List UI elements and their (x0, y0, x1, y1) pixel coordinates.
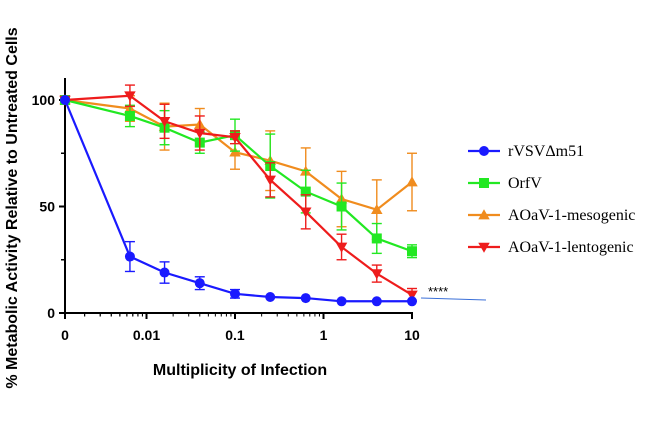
data-point (124, 251, 135, 262)
legend-marker (478, 242, 490, 253)
data-point (159, 267, 170, 278)
x-tick-label: 1 (320, 327, 328, 343)
legend-marker (479, 178, 489, 188)
y-axis-label: % Metabolic Activity Relative to Untreat… (4, 27, 21, 388)
series-line (64, 94, 413, 296)
data-point (194, 128, 206, 139)
x-tick-label: 10 (404, 327, 420, 343)
x-tick-label: 0.1 (225, 327, 245, 343)
data-point (406, 176, 418, 187)
legend-item: OrfV (468, 175, 542, 192)
y-tick-label: 0 (47, 305, 55, 321)
axes: 0 50 100 0 0.01 0.1 1 10 (32, 78, 420, 343)
series-line (63, 99, 412, 303)
data-point (300, 293, 311, 304)
legend-marker (479, 146, 489, 156)
data-point (407, 246, 417, 257)
annotation-line (420, 297, 487, 301)
y-tick-label: 50 (39, 199, 55, 215)
legend-label: rVSVΔm51 (508, 143, 584, 160)
series-layer (59, 84, 418, 307)
data-point (229, 288, 240, 299)
data-point (264, 175, 276, 186)
data-point (124, 110, 135, 121)
series-1 (60, 95, 417, 259)
data-point (158, 116, 171, 128)
data-point (371, 296, 382, 307)
data-point (406, 290, 418, 301)
legend-item: AOaV-1-mesogenic (468, 207, 635, 224)
series-line (64, 98, 413, 253)
data-point (229, 132, 241, 144)
data-point (265, 292, 276, 303)
data-point (124, 91, 136, 102)
legend: rVSVΔm51 OrfV AOaV-1-mesogenic AOaV-1-lento… (468, 143, 635, 256)
series-3 (59, 84, 418, 302)
data-point (371, 269, 383, 280)
data-point (194, 278, 205, 289)
data-point (335, 242, 348, 253)
legend-item: AOaV-1-lentogenic (468, 239, 634, 256)
data-point (336, 201, 347, 212)
data-point (407, 296, 417, 307)
data-point (336, 296, 347, 307)
x-tick-label: 0.01 (133, 327, 160, 343)
data-point (60, 95, 70, 105)
data-point (371, 233, 382, 244)
legend-item: rVSVΔm51 (468, 143, 584, 160)
legend-marker (478, 209, 490, 220)
series-0 (60, 95, 417, 307)
significance-annotation: **** (428, 284, 448, 299)
legend-label: OrfV (508, 175, 542, 192)
x-axis-label: Multiplicity of Infection (153, 362, 327, 379)
legend-label: AOaV-1-lentogenic (508, 239, 634, 256)
series-line (64, 98, 413, 211)
y-tick-label: 100 (32, 92, 56, 108)
x-tick-label: 0 (61, 327, 69, 343)
data-point (371, 203, 383, 215)
data-point (299, 207, 312, 218)
data-point (300, 186, 311, 197)
legend-label: AOaV-1-mesogenic (508, 207, 635, 224)
